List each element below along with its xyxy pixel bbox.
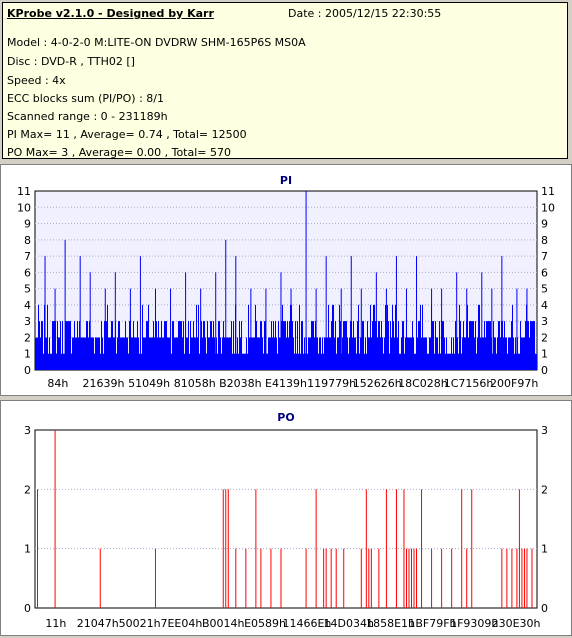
pi-ytick-left: 9 bbox=[24, 218, 31, 231]
po-xtick-label: E0589h bbox=[244, 617, 286, 630]
pi-ytick-right: 6 bbox=[541, 266, 548, 279]
pi-xtick-label: 200F97h bbox=[490, 377, 538, 390]
pi-ytick-right: 5 bbox=[541, 283, 548, 296]
info-line-range: Scanned range : 0 - 231189h bbox=[7, 110, 168, 123]
po-ytick-left: 3 bbox=[24, 424, 31, 437]
pi-ytick-right: 10 bbox=[541, 201, 555, 214]
pi-xtick-label: E4139h bbox=[265, 377, 307, 390]
pi-xtick-label: 81058h bbox=[174, 377, 216, 390]
pi-ytick-right: 3 bbox=[541, 315, 548, 328]
pi-xtick-label: 51049h bbox=[128, 377, 170, 390]
pi-chart-panel: 0 0 1 1 2 2 3 3 4 4 5 5 6 6 7 7 8 8 9 9 10 10 11 11 PI 84h 21639h 5… bbox=[0, 164, 572, 396]
app-title: KProbe v2.1.0 - Designed by Karr bbox=[7, 7, 214, 20]
po-ytick-left: 1 bbox=[24, 543, 31, 556]
pi-ytick-left: 8 bbox=[24, 234, 31, 247]
po-xtick-label: 11466Eh bbox=[282, 617, 331, 630]
po-ytick-right: 0 bbox=[541, 602, 548, 615]
pi-ytick-right: 0 bbox=[541, 364, 548, 377]
po-xtick-label: 7EE04h bbox=[160, 617, 202, 630]
pi-ytick-right: 2 bbox=[541, 331, 548, 344]
po-ytick-left: 0 bbox=[24, 602, 31, 615]
pi-xtick-label: 119779h bbox=[307, 377, 356, 390]
pi-ytick-left: 2 bbox=[24, 331, 31, 344]
po-xtick-label: 1858E1h bbox=[366, 617, 415, 630]
po-xtick-label: 14D034h bbox=[324, 617, 374, 630]
pi-xtick-label: 21639h bbox=[82, 377, 124, 390]
pi-ytick-right: 1 bbox=[541, 348, 548, 361]
pi-ytick-left: 7 bbox=[24, 250, 31, 263]
info-line-speed: Speed : 4x bbox=[7, 74, 66, 87]
pi-ytick-left: 4 bbox=[24, 299, 31, 312]
pi-title: PI bbox=[280, 174, 292, 187]
po-title: PO bbox=[277, 411, 294, 424]
pi-xtick-label: 1C7156h bbox=[444, 377, 494, 390]
po-xtick-label: 1F9309h bbox=[450, 617, 498, 630]
pi-ytick-left: 10 bbox=[17, 201, 31, 214]
po-xtick-label: 50021h bbox=[119, 617, 161, 630]
po-xtick-label: B0014h bbox=[202, 617, 245, 630]
pi-xtick-label: 84h bbox=[47, 377, 68, 390]
po-plot-area bbox=[34, 429, 538, 609]
pi-xtick-label: 18C028h bbox=[398, 377, 448, 390]
pi-ytick-right: 7 bbox=[541, 250, 548, 263]
po-ytick-right: 2 bbox=[541, 483, 548, 496]
pi-ytick-left: 11 bbox=[17, 185, 31, 198]
scan-date: Date : 2005/12/15 22:30:55 bbox=[288, 7, 442, 20]
po-chart: 0 0 1 1 2 2 3 3 PO 11h 21047h 50021h 7EE04h B0014h E05… bbox=[24, 411, 548, 630]
pi-ytick-right: 9 bbox=[541, 218, 548, 231]
po-ytick-right: 1 bbox=[541, 543, 548, 556]
info-panel: KProbe v2.1.0 - Designed by Karr Date : … bbox=[2, 2, 568, 159]
pi-ytick-left: 1 bbox=[24, 348, 31, 361]
pi-ytick-left: 5 bbox=[24, 283, 31, 296]
po-xtick-label: 1BF79Fh bbox=[408, 617, 456, 630]
pi-ytick-left: 3 bbox=[24, 315, 31, 328]
po-ytick-right: 3 bbox=[541, 424, 548, 437]
po-chart-panel: 0 0 1 1 2 2 3 3 PO 11h 21047h 50021h 7EE04h B0014h E05… bbox=[0, 400, 572, 636]
po-ytick-left: 2 bbox=[24, 483, 31, 496]
pi-ytick-right: 8 bbox=[541, 234, 548, 247]
po-xtick-label: 21047h bbox=[77, 617, 119, 630]
info-line-po: PO Max= 3 , Average= 0.00 , Total= 570 bbox=[7, 146, 231, 159]
info-line-ecc: ECC blocks sum (PI/PO) : 8/1 bbox=[7, 92, 164, 105]
info-line-pi: PI Max= 11 , Average= 0.74 , Total= 1250… bbox=[7, 128, 247, 141]
pi-xtick-label: B2038h bbox=[219, 377, 262, 390]
info-line-disc: Disc : DVD-R , TTH02 [] bbox=[7, 55, 135, 68]
po-xtick-label: 11h bbox=[45, 617, 66, 630]
pi-xtick-label: 152626h bbox=[353, 377, 402, 390]
pi-ytick-right: 11 bbox=[541, 185, 555, 198]
po-xtick-label: 230E30h bbox=[492, 617, 541, 630]
pi-ytick-left: 0 bbox=[24, 364, 31, 377]
info-line-model: Model : 4-0-2-0 M:LITE-ON DVDRW SHM-165P… bbox=[7, 36, 306, 49]
pi-ytick-left: 6 bbox=[24, 266, 31, 279]
pi-ytick-right: 4 bbox=[541, 299, 548, 312]
